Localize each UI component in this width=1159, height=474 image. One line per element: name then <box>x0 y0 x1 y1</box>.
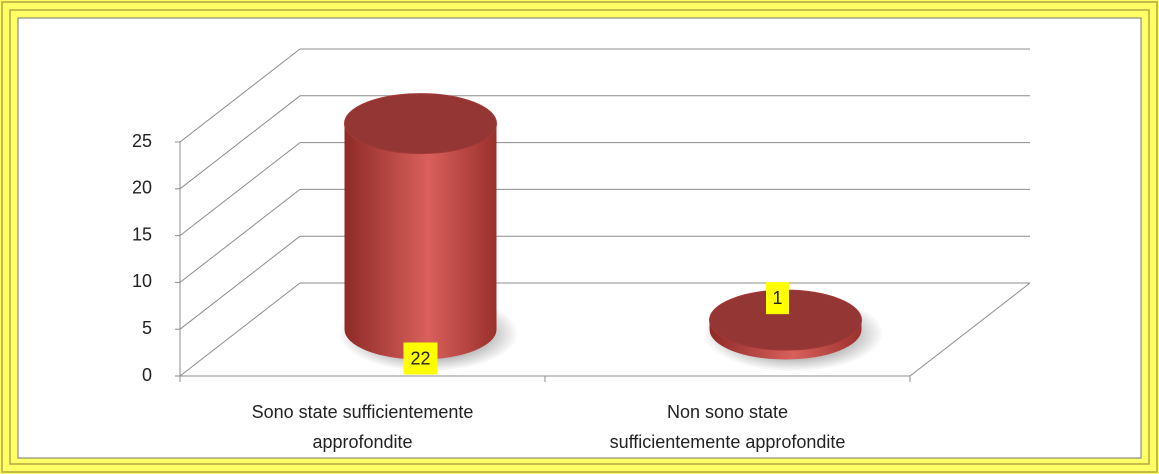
grid-line-side <box>179 95 301 190</box>
floor-right-edge <box>909 282 1031 377</box>
data-label: 1 <box>772 288 782 308</box>
grid-line-side <box>179 282 301 377</box>
y-tick-label: 25 <box>132 131 152 151</box>
y-tick-label: 10 <box>132 271 152 291</box>
x-tick-label: approfondite <box>312 432 412 452</box>
y-tick-label: 15 <box>132 224 152 244</box>
plot-background <box>17 17 1142 459</box>
grid-line-side <box>179 235 301 330</box>
bar-top <box>344 93 497 155</box>
data-label-background <box>403 342 438 375</box>
grid-line-side <box>179 142 301 236</box>
bar-body <box>344 123 497 360</box>
bar <box>338 93 519 372</box>
y-tick-label: 0 <box>142 365 152 385</box>
x-tick-label: sufficientemente approfondite <box>610 432 846 452</box>
data-label: 22 <box>410 348 430 368</box>
data-label-background <box>766 282 789 315</box>
y-tick-label: 5 <box>142 318 152 338</box>
grid-line-side <box>179 48 301 143</box>
x-tick-label: Sono state sufficientemente <box>252 402 474 422</box>
x-tick-label: Non sono state <box>667 402 788 422</box>
y-tick-label: 20 <box>132 178 152 198</box>
grid-line-side <box>179 189 301 283</box>
bar <box>703 289 884 372</box>
frame-inner-edge <box>9 9 1150 465</box>
